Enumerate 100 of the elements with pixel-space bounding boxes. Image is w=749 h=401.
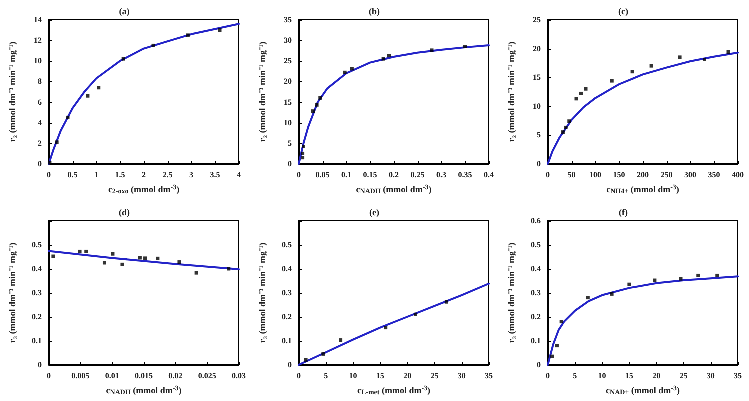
x-tick-label: 0.2 xyxy=(388,170,399,180)
y-tick-label: 6 xyxy=(38,98,42,107)
point xyxy=(318,96,322,100)
x-tick-label: 150 xyxy=(614,170,626,180)
point xyxy=(430,48,434,52)
point xyxy=(678,56,682,60)
y-tick-label: 30 xyxy=(284,36,292,46)
point xyxy=(311,110,315,114)
point xyxy=(568,120,572,124)
point xyxy=(138,256,142,260)
y-tick-label: 0.6 xyxy=(531,216,542,225)
point xyxy=(304,358,308,362)
point xyxy=(194,270,198,274)
chart-title: (e) xyxy=(369,207,380,217)
y-axis-title: r₂ (mmol dm⁻³ min⁻¹ mg⁻¹) xyxy=(506,42,517,142)
y-tick-label: 0.3 xyxy=(282,288,292,297)
x-tick-label: 30 xyxy=(458,371,466,380)
point xyxy=(631,70,635,74)
y-tick-label: 25 xyxy=(284,56,292,66)
point xyxy=(580,92,584,96)
x-tick-label: 15 xyxy=(626,371,634,380)
chart-title: (c) xyxy=(618,6,629,16)
x-tick-label: 0.03 xyxy=(232,371,246,380)
point xyxy=(696,273,700,277)
point xyxy=(152,44,156,48)
point xyxy=(300,156,304,160)
point xyxy=(186,34,190,38)
point xyxy=(575,97,579,101)
x-tick-label: 0 xyxy=(47,170,51,180)
y-tick-label: 25 xyxy=(533,16,542,24)
x-tick-label: 30 xyxy=(707,371,716,380)
point xyxy=(680,276,684,280)
point xyxy=(120,262,124,266)
x-tick-label: 10 xyxy=(598,371,607,380)
point xyxy=(84,249,88,253)
x-tick-label: 20 xyxy=(403,371,412,380)
y-tick-label: 2 xyxy=(38,138,42,148)
x-tick-label: 25 xyxy=(680,371,688,380)
y-tick-label: 0 xyxy=(288,360,292,369)
point xyxy=(463,44,467,48)
x-tick-label: 0.01 xyxy=(105,371,120,380)
y-tick-label: 10 xyxy=(284,118,292,128)
x-tick-label: 0 xyxy=(546,170,550,180)
y-tick-label: 0.3 xyxy=(531,288,542,297)
x-tick-label: 0.5 xyxy=(68,170,78,180)
y-tick-label: 0 xyxy=(38,160,42,168)
x-tick-label: 100 xyxy=(590,170,602,180)
y-tick-label: 0.2 xyxy=(282,312,292,321)
point xyxy=(381,57,385,61)
y-tick-label: 0.4 xyxy=(282,264,292,273)
y-tick-label: 15 xyxy=(533,73,542,82)
x-tick-label: 2 xyxy=(142,170,146,180)
y-tick-label: 0.2 xyxy=(32,312,42,321)
x-tick-label: 15 xyxy=(376,371,384,380)
y-tick-label: 0.5 xyxy=(32,240,42,249)
point xyxy=(610,292,614,296)
x-tick-label: 400 xyxy=(732,170,744,180)
x-tick-label: 5 xyxy=(573,371,578,380)
y-tick-label: 0 xyxy=(288,160,292,168)
point xyxy=(78,249,82,253)
y-tick-label: 0.1 xyxy=(32,336,42,345)
x-tick-label: 25 xyxy=(430,371,438,380)
chart-title: (a) xyxy=(119,6,130,16)
x-tick-label: 10 xyxy=(348,371,357,380)
point xyxy=(650,64,654,68)
point xyxy=(156,256,160,260)
y-tick-label: 0.4 xyxy=(32,264,42,273)
x-tick-label: 0 xyxy=(296,170,301,180)
x-tick-label: 0.1 xyxy=(341,170,352,180)
point xyxy=(111,252,115,256)
y-tick-label: 4 xyxy=(38,118,42,128)
line-series xyxy=(48,23,240,165)
point xyxy=(586,296,590,300)
point xyxy=(584,87,588,91)
y-tick-label: 20 xyxy=(533,44,542,54)
y-axis-title: r₃ (mmol dm⁻³ min⁻¹ mg⁻¹) xyxy=(257,242,268,343)
y-tick-label: 15 xyxy=(284,98,292,107)
point xyxy=(300,152,304,156)
x-tick-label: 0.25 xyxy=(410,170,424,180)
point xyxy=(562,130,566,134)
point xyxy=(556,344,560,348)
y-tick-label: 14 xyxy=(34,16,42,24)
x-tick-label: 1 xyxy=(94,170,98,180)
x-tick-label: 0.015 xyxy=(135,371,153,380)
point xyxy=(564,126,568,130)
y-axis-title: r₃ (mmol dm⁻³ min⁻¹ mg⁻¹) xyxy=(8,242,18,343)
point xyxy=(716,273,720,277)
x-tick-label: 300 xyxy=(684,170,697,180)
y-tick-label: 5 xyxy=(537,130,542,140)
x-tick-label: 5 xyxy=(324,371,328,380)
point xyxy=(55,140,59,144)
y-tick-label: 0 xyxy=(537,160,542,168)
point xyxy=(102,260,106,264)
y-tick-label: 12 xyxy=(34,36,42,46)
point xyxy=(414,312,418,316)
point xyxy=(338,338,342,342)
y-tick-label: 0.5 xyxy=(282,240,292,249)
point xyxy=(227,266,231,270)
x-tick-label: 50 xyxy=(568,170,576,180)
point xyxy=(384,326,388,330)
